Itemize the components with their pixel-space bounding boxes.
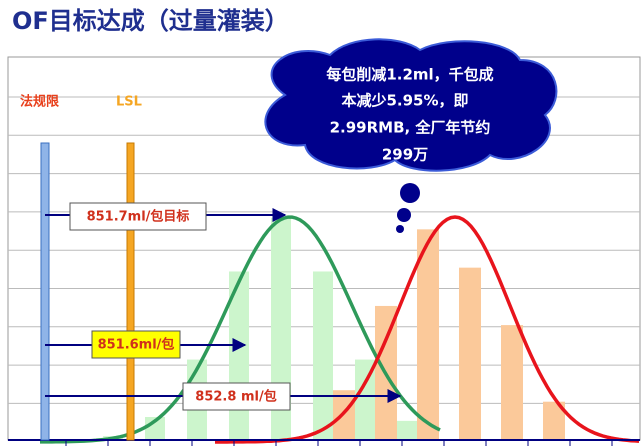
bubble: [397, 208, 411, 222]
cloud-text: 每包削减1.2ml，千包成: [326, 66, 493, 84]
mean-before-label: 851.6ml/包: [98, 337, 175, 353]
cloud-text: 本减少5.95%，即: [341, 92, 468, 110]
cloud-text: 2.99RMB, 全厂年节约: [330, 119, 491, 137]
bar: [397, 420, 417, 440]
limit-bar: [40, 142, 50, 441]
bubble: [396, 225, 404, 233]
bar: [501, 325, 523, 440]
bubble: [400, 183, 420, 203]
target-label: 851.7ml/包目标: [87, 209, 190, 225]
lsl-bar: [126, 142, 135, 441]
label-box: [182, 382, 291, 411]
bar: [355, 359, 375, 440]
cloud-text: 299万: [382, 146, 428, 164]
label-box: [69, 202, 207, 231]
lsl-label: LSL: [116, 95, 142, 110]
bar: [417, 229, 439, 440]
mean-after-label: 852.8 ml/包: [195, 389, 276, 405]
limit-label: 法规限: [20, 94, 60, 110]
bar: [313, 271, 333, 440]
bar: [543, 401, 565, 440]
bar: [459, 267, 481, 440]
label-box: [91, 330, 181, 359]
slide-title: OF目标达成（过量灌装）: [12, 7, 289, 35]
cloud: [264, 38, 558, 172]
